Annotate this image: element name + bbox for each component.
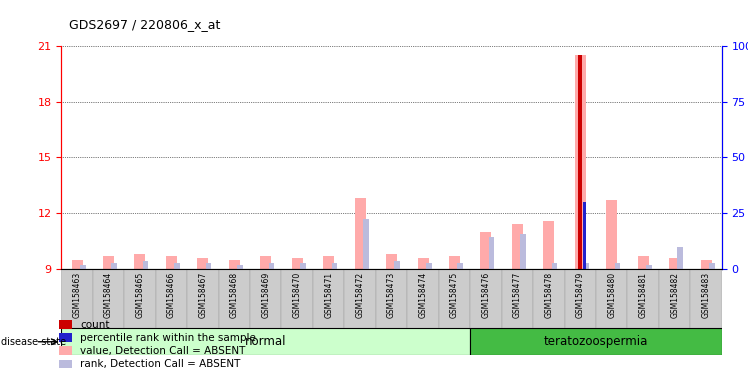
Bar	[355, 198, 366, 269]
Bar	[80, 265, 85, 269]
Text: GSM158470: GSM158470	[292, 272, 301, 318]
Bar	[174, 263, 180, 269]
Text: teratozoospermia: teratozoospermia	[544, 335, 649, 348]
Bar	[457, 263, 463, 269]
Text: GSM158472: GSM158472	[355, 272, 364, 318]
Bar	[543, 220, 554, 269]
Bar	[269, 263, 275, 269]
Bar	[606, 200, 617, 269]
Bar	[552, 263, 557, 269]
Bar	[470, 328, 722, 355]
Bar	[111, 263, 117, 269]
Text: GSM158479: GSM158479	[576, 272, 585, 318]
Bar	[578, 55, 582, 269]
Bar	[449, 256, 460, 269]
Bar	[250, 269, 281, 328]
Bar	[143, 262, 148, 269]
Bar	[533, 269, 565, 328]
Bar	[281, 269, 313, 328]
Bar	[124, 269, 156, 328]
Bar	[61, 328, 470, 355]
Bar	[417, 258, 429, 269]
Bar	[93, 269, 124, 328]
Bar	[313, 269, 344, 328]
Bar	[596, 269, 628, 328]
Bar	[197, 258, 209, 269]
Bar	[408, 269, 439, 328]
Text: GSM158477: GSM158477	[513, 272, 522, 318]
Bar	[678, 247, 683, 269]
Bar	[669, 258, 680, 269]
Text: GSM158464: GSM158464	[104, 272, 113, 318]
Text: GSM158480: GSM158480	[607, 272, 616, 318]
Bar	[166, 256, 177, 269]
Text: GSM158475: GSM158475	[450, 272, 459, 318]
Bar	[72, 260, 82, 269]
Bar	[363, 219, 369, 269]
Text: GSM158469: GSM158469	[261, 272, 270, 318]
Bar	[488, 237, 494, 269]
Bar	[103, 256, 114, 269]
Text: GSM158478: GSM158478	[545, 272, 554, 318]
Bar	[187, 269, 218, 328]
Bar	[61, 269, 93, 328]
Bar	[375, 269, 408, 328]
Bar	[480, 232, 491, 269]
Bar	[292, 258, 303, 269]
Text: GSM158474: GSM158474	[419, 272, 428, 318]
Bar	[615, 263, 620, 269]
Bar	[386, 254, 397, 269]
Bar	[520, 233, 526, 269]
Bar	[323, 256, 334, 269]
Bar	[331, 263, 337, 269]
Text: GSM158466: GSM158466	[167, 272, 176, 318]
Text: GSM158483: GSM158483	[702, 272, 711, 318]
Bar	[512, 224, 523, 269]
Bar	[646, 265, 652, 269]
Bar	[659, 269, 690, 328]
Text: GSM158473: GSM158473	[387, 272, 396, 318]
Bar	[439, 269, 470, 328]
Text: GSM158467: GSM158467	[198, 272, 207, 318]
Bar	[300, 263, 306, 269]
Bar	[470, 269, 502, 328]
Text: GSM158471: GSM158471	[324, 272, 333, 318]
Bar	[426, 263, 432, 269]
Text: GSM158476: GSM158476	[482, 272, 491, 318]
Bar	[156, 269, 187, 328]
Text: GSM158481: GSM158481	[639, 272, 648, 318]
Text: GSM158468: GSM158468	[230, 272, 239, 318]
Bar	[709, 263, 714, 269]
Bar	[344, 269, 375, 328]
Text: GSM158463: GSM158463	[73, 272, 82, 318]
Bar	[690, 269, 722, 328]
Bar	[260, 256, 272, 269]
Bar	[218, 269, 250, 328]
Bar	[394, 262, 400, 269]
Text: GSM158482: GSM158482	[670, 272, 679, 318]
Bar	[565, 269, 596, 328]
Bar	[229, 260, 240, 269]
Text: GDS2697 / 220806_x_at: GDS2697 / 220806_x_at	[69, 18, 220, 31]
Bar	[583, 263, 589, 269]
Legend: count, percentile rank within the sample, value, Detection Call = ABSENT, rank, : count, percentile rank within the sample…	[59, 320, 256, 369]
Bar	[574, 55, 586, 269]
Bar	[701, 260, 711, 269]
Bar	[135, 254, 145, 269]
Bar	[237, 265, 243, 269]
Bar	[628, 269, 659, 328]
Text: disease state: disease state	[1, 337, 66, 347]
Bar	[206, 263, 212, 269]
Bar	[638, 256, 649, 269]
Bar	[583, 202, 586, 269]
Text: GSM158465: GSM158465	[135, 272, 144, 318]
Text: normal: normal	[245, 335, 286, 348]
Bar	[502, 269, 533, 328]
